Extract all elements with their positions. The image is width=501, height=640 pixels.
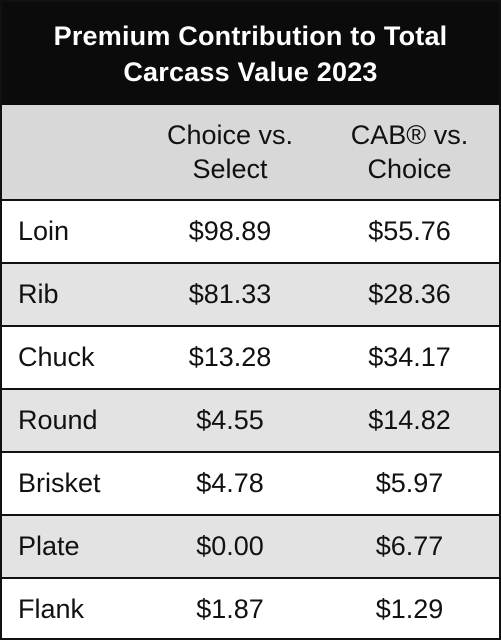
table-title-line1: Premium Contribution to Total — [53, 20, 448, 51]
row-label: Loin — [18, 216, 70, 246]
column-header-line2: Select — [192, 154, 268, 184]
table-row-loin: Loin $98.89 $55.76 — [2, 201, 499, 264]
row-label-header — [2, 105, 140, 199]
cab-vs-choice-value: $5.97 — [375, 468, 444, 498]
choice-vs-select-value: $13.28 — [188, 342, 272, 372]
row-label: Rib — [18, 279, 59, 309]
choice-vs-select-value: $4.78 — [196, 468, 264, 498]
column-header-line1: CAB® vs. — [350, 120, 469, 150]
choice-vs-select-value: $4.55 — [196, 405, 264, 435]
table-title: Premium Contribution to Total Carcass Va… — [2, 2, 499, 105]
table-row-chuck: Chuck $13.28 $34.17 — [2, 327, 499, 390]
column-header-cab-vs-choice: CAB® vs. Choice — [320, 105, 499, 199]
row-label: Flank — [18, 593, 85, 624]
table-row-flank: Flank $1.87 $1.29 — [2, 579, 499, 639]
row-label: Round — [18, 405, 98, 435]
table-row-plate: Plate $0.00 $6.77 — [2, 516, 499, 579]
table-row-rib: Rib $81.33 $28.36 — [2, 264, 499, 327]
column-header-choice-vs-select: Choice vs. Select — [140, 105, 320, 199]
row-label: Plate — [18, 531, 80, 561]
table-row-brisket: Brisket $4.78 $5.97 — [2, 453, 499, 516]
choice-vs-select-value: $0.00 — [196, 531, 264, 561]
table-row-round: Round $4.55 $14.82 — [2, 390, 499, 453]
column-header-row: Choice vs. Select CAB® vs. Choice — [2, 105, 499, 201]
table-title-line2: Carcass Value 2023 — [123, 56, 378, 87]
row-label: Brisket — [18, 468, 101, 498]
cab-vs-choice-value: $28.36 — [368, 279, 451, 309]
cab-vs-choice-value: $55.76 — [368, 216, 451, 246]
cab-vs-choice-value: $34.17 — [368, 342, 451, 372]
cab-vs-choice-value: $6.77 — [375, 531, 444, 561]
cab-vs-choice-value: $1.29 — [375, 593, 444, 624]
choice-vs-select-value: $98.89 — [188, 216, 272, 246]
row-label: Chuck — [18, 342, 95, 372]
column-header-line1: Choice vs. — [166, 120, 294, 150]
column-header-line2: Choice — [367, 154, 452, 184]
cab-vs-choice-value: $14.82 — [368, 405, 451, 435]
choice-vs-select-value: $1.87 — [196, 593, 264, 624]
choice-vs-select-value: $81.33 — [188, 279, 272, 309]
